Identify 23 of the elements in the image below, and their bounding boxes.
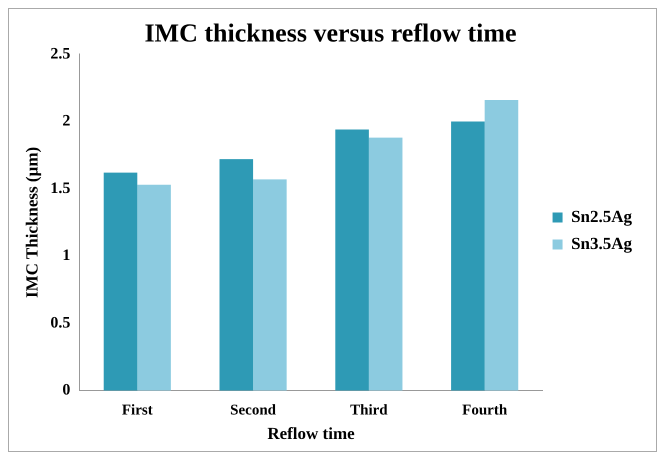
chart-title: IMC thickness versus reflow time — [144, 18, 517, 48]
y-tick-label: 1 — [62, 247, 70, 264]
bar — [451, 121, 485, 391]
y-axis-title: IMC Thickness (µm) — [22, 146, 42, 298]
x-tick-label: First — [122, 402, 153, 418]
y-tick-label: 0.5 — [50, 314, 70, 332]
bar — [484, 100, 518, 391]
legend-label: Sn3.5Ag — [571, 234, 632, 253]
y-tick-label: 1.5 — [50, 180, 70, 197]
y-tick-label: 2 — [62, 112, 70, 130]
bar — [220, 159, 254, 391]
x-tick-label: Third — [350, 402, 388, 418]
y-tick-label: 2.5 — [50, 45, 70, 62]
bar — [335, 130, 369, 391]
y-tick-label: 0 — [62, 382, 70, 399]
bar — [253, 179, 287, 391]
bar — [368, 138, 402, 391]
x-tick-label: Second — [230, 402, 277, 418]
x-tick-label: Fourth — [462, 402, 508, 418]
x-axis-title: Reflow time — [267, 424, 356, 444]
legend-label: Sn2.5Ag — [571, 206, 632, 226]
bar — [104, 172, 138, 391]
bar — [137, 184, 171, 391]
